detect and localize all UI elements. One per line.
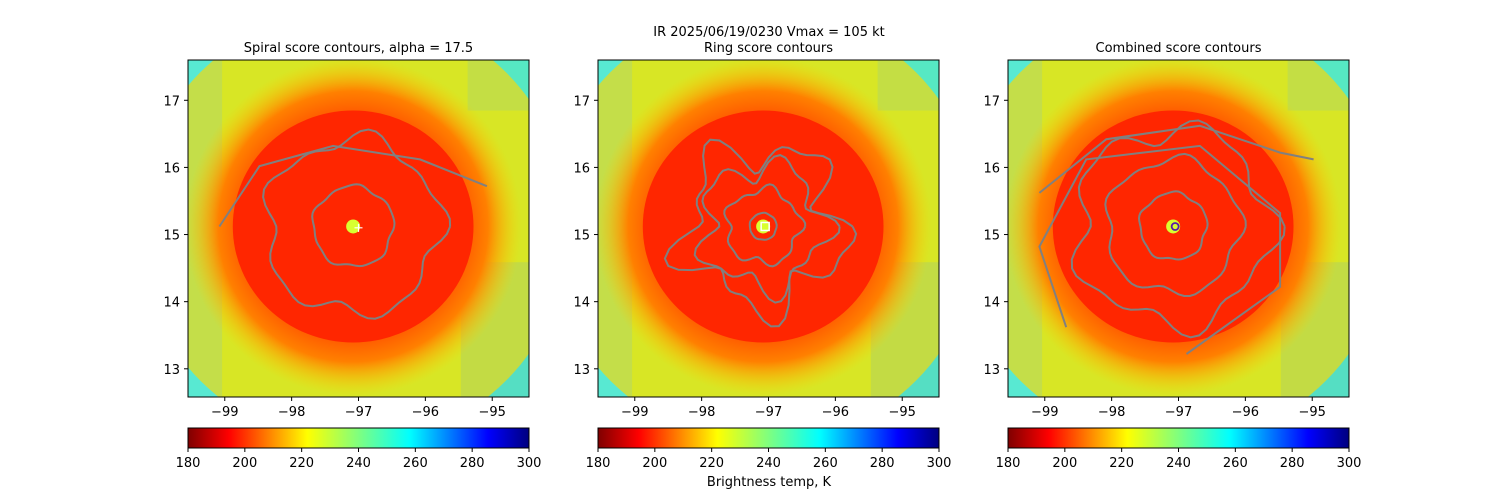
y-tick-label: 13 [983, 363, 1000, 378]
y-tick-label: 14 [163, 296, 180, 311]
panel-title: Ring score contours [704, 41, 833, 56]
contour-line [1038, 144, 1282, 355]
contour-line [663, 138, 858, 328]
colorbar-tick-label: 220 [699, 456, 724, 471]
center-marker [760, 221, 770, 232]
contour-line [218, 144, 488, 228]
y-tick-label: 14 [573, 296, 590, 311]
x-tick-label: −97 [755, 405, 782, 420]
score-contours [1038, 119, 1314, 355]
figure-suptitle: IR 2025/06/19/0230 Vmax = 105 kt [653, 25, 884, 40]
panel-title: Spiral score contours, alpha = 17.5 [244, 41, 473, 56]
colorbar-tick-label: 220 [289, 456, 314, 471]
y-tick-label: 16 [163, 161, 180, 176]
x-tick-label: −96 [822, 405, 849, 420]
x-tick-label: −98 [278, 405, 305, 420]
y-tick-label: 15 [163, 229, 180, 244]
colorbar [1007, 427, 1350, 449]
panel-title: Combined score contours [1096, 41, 1262, 56]
x-tick-label: −98 [1098, 405, 1125, 420]
score-contours [218, 128, 488, 320]
x-tick-label: −99 [211, 405, 238, 420]
storm-eye [346, 219, 361, 234]
ir-image [598, 60, 939, 397]
contour-line [1137, 190, 1209, 261]
colorbar-tick-label: 200 [232, 456, 257, 471]
x-tick-label: −99 [621, 405, 648, 420]
colorbar [187, 427, 530, 449]
contour-line [723, 183, 807, 268]
x-tick-label: −97 [345, 405, 372, 420]
colorbar-tick-label: 180 [176, 456, 201, 471]
x-tick-label: −95 [479, 405, 506, 420]
colorbar-tick-label: 300 [517, 456, 542, 471]
colorbar-tick-label: 280 [1280, 456, 1305, 471]
x-tick-label: −97 [1165, 405, 1192, 420]
colorbar-tick-label: 240 [346, 456, 371, 471]
center-marker [354, 223, 363, 232]
y-tick-label: 16 [983, 161, 1000, 176]
storm-eye [756, 219, 771, 234]
y-tick-label: 17 [983, 94, 1000, 109]
y-tick-label: 13 [163, 363, 180, 378]
y-tick-label: 13 [573, 363, 590, 378]
y-tick-label: 17 [573, 94, 590, 109]
x-tick-label: −99 [1031, 405, 1058, 420]
panel-1: Spiral score contours, alpha = 17.5 −99 −9… [163, 41, 542, 471]
y-tick-label: 15 [983, 229, 1000, 244]
panel-2: Ring score contours −99 −98 −97 −96 −95 13 14 15… [573, 41, 952, 471]
contour-line [1038, 124, 1314, 194]
x-tick-label: −96 [1232, 405, 1259, 420]
colorbar-tick-label: 260 [403, 456, 428, 471]
colorbar-tick-label: 280 [870, 456, 895, 471]
contour-line [748, 211, 778, 241]
y-tick-label: 15 [573, 229, 590, 244]
y-tick-label: 14 [983, 296, 1000, 311]
y-tick-label: 17 [163, 94, 180, 109]
colorbar-tick-label: 280 [460, 456, 485, 471]
colorbar-tick-label: 240 [1166, 456, 1191, 471]
colorbar-label: Brightness temp, K [707, 475, 832, 490]
ir-image [1008, 60, 1349, 397]
center-marker [1170, 222, 1180, 231]
colorbar-tick-label: 240 [756, 456, 781, 471]
colorbar-tick-label: 300 [1337, 456, 1362, 471]
colorbar-tick-label: 180 [996, 456, 1021, 471]
score-contours [663, 138, 858, 328]
ir-image [188, 60, 529, 397]
x-tick-label: −96 [412, 405, 439, 420]
colorbar-tick-label: 220 [1109, 456, 1134, 471]
contour-line [1104, 152, 1247, 297]
panel-3: Combined score contours −99 −98 −97 −96 −95 13… [983, 41, 1362, 471]
colorbar [597, 427, 940, 449]
y-tick-label: 16 [573, 161, 590, 176]
x-tick-label: −98 [688, 405, 715, 420]
colorbar-tick-label: 260 [1223, 456, 1248, 471]
colorbar-tick-label: 180 [586, 456, 611, 471]
colorbar-tick-label: 300 [927, 456, 952, 471]
colorbar-tick-label: 200 [642, 456, 667, 471]
x-tick-label: −95 [1299, 405, 1326, 420]
colorbar-tick-label: 260 [813, 456, 838, 471]
contour-line [1070, 119, 1286, 339]
colorbar-tick-label: 200 [1052, 456, 1077, 471]
contour-line [311, 183, 396, 268]
x-tick-label: −95 [889, 405, 916, 420]
